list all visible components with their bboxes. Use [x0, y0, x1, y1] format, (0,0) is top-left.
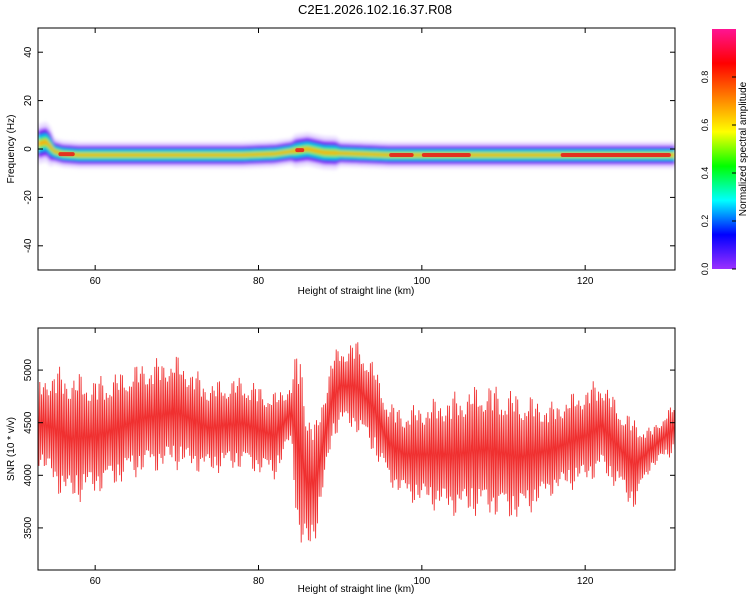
snr-series-line [38, 342, 675, 543]
colorbar-gradient [712, 29, 736, 269]
spectrogram-x-tick-label: 60 [90, 276, 102, 287]
spectrogram-bands [38, 121, 675, 170]
spectrogram-y-tick-label: -20 [23, 190, 34, 205]
spectrogram-hotspot-2 [389, 153, 414, 158]
colorbar-label: Normalized spectral amplitude [738, 81, 749, 216]
spectrogram-x-tick-label: 100 [413, 276, 430, 287]
spectrogram-y-tick-label: 40 [23, 46, 34, 58]
spectrogram-panel: 60 80 100 120 -40 -20 0 20 40 Height of straigh… [6, 27, 676, 297]
spectrogram-x-tick-label: 80 [253, 276, 265, 287]
colorbar-tick-label: 0.6 [700, 119, 710, 132]
spectrogram-y-axis: -40 -20 0 20 40 [23, 46, 675, 253]
snr-x-axis: 60 80 100 120 [90, 328, 594, 587]
spectrogram-y-tick-label: 0 [23, 146, 34, 152]
spectrogram-y-tick-label: 20 [23, 95, 34, 107]
spectrogram-y-label: Frequency (Hz) [6, 115, 17, 184]
spectrogram-hotspot-3 [421, 153, 471, 158]
spectrogram-y-tick-label: -40 [23, 238, 34, 253]
snr-x-tick-label: 80 [253, 576, 265, 587]
colorbar-tick-label: 0.8 [700, 71, 710, 84]
snr-y-label: SNR (10 * v/v) [6, 417, 17, 481]
snr-y-axis: 3500 4000 4500 5000 [23, 359, 675, 539]
spectrogram-hotspot-0 [58, 152, 75, 157]
snr-y-tick-label: 4500 [23, 411, 34, 434]
snr-y-tick-label: 3500 [23, 516, 34, 539]
figure-title: C2E1.2026.102.16.37.R08 [298, 2, 452, 17]
spectrogram-x-label: Height of straight line (km) [298, 286, 415, 297]
spectrogram-hotspot-4 [560, 153, 671, 158]
spectrogram-x-tick-label: 120 [577, 276, 594, 287]
snr-panel: 60 80 100 120 3500 4000 4500 5000 Height of st… [6, 327, 676, 595]
snr-frame [37, 327, 676, 571]
colorbar-tick-label: 0.0 [700, 263, 710, 276]
spectrogram-hotspot-1 [295, 148, 305, 153]
snr-y-tick-label: 5000 [23, 359, 34, 382]
snr-y-tick-label: 4000 [23, 464, 34, 487]
colorbar: 0.0 0.2 0.4 0.6 0.8 Normalized spectral ampl… [700, 29, 749, 275]
spectrogram-hotspots [58, 148, 671, 158]
colorbar-ticks: 0.0 0.2 0.4 0.6 0.8 [700, 71, 736, 276]
snr-x-label: Height of straight line (km) [298, 584, 415, 595]
spectrogram-x-axis: 60 80 100 120 [90, 28, 594, 287]
snr-x-tick-label: 100 [413, 576, 430, 587]
snr-x-tick-label: 120 [577, 576, 594, 587]
snr-x-tick-label: 60 [90, 576, 102, 587]
colorbar-tick-label: 0.2 [700, 215, 710, 228]
colorbar-tick-label: 0.4 [700, 167, 710, 180]
